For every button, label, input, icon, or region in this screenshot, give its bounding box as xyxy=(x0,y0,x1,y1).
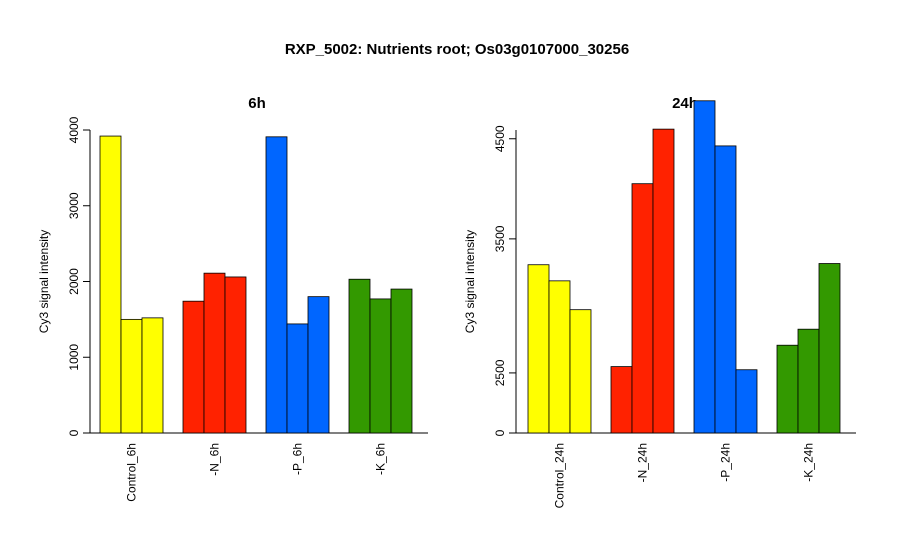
panel-title: 24h xyxy=(672,95,698,112)
bar xyxy=(286,323,309,434)
panel-6h: 6h 0 1000 2000 3000 4000 Cy3 signal intensity C… xyxy=(37,95,428,502)
y-tick-label: 0 xyxy=(67,429,81,436)
bar xyxy=(548,280,571,434)
bar xyxy=(569,309,592,434)
bar xyxy=(99,135,122,434)
x-tick-label: -N_24h xyxy=(636,443,650,482)
x-tick-label: -K_6h xyxy=(374,443,388,475)
y-tick-label: 4000 xyxy=(67,116,81,143)
bar xyxy=(735,369,758,434)
bar xyxy=(141,317,164,434)
bar xyxy=(631,183,654,434)
bar xyxy=(369,298,392,434)
x-tick-label: -N_6h xyxy=(208,443,222,476)
y-tick-label: 2500 xyxy=(493,359,507,386)
y-axis-label: Cy3 signal intensity xyxy=(37,230,51,333)
bar xyxy=(797,328,820,434)
bar xyxy=(818,263,841,434)
bar xyxy=(390,288,413,434)
bar xyxy=(610,366,633,434)
y-tick-label: 4500 xyxy=(493,125,507,152)
x-tick-label: -P_24h xyxy=(719,443,733,482)
bar xyxy=(693,100,716,434)
y-tick-label: 2000 xyxy=(67,268,81,295)
y-tick-label: 3500 xyxy=(493,225,507,252)
y-axis-label: Cy3 signal intensity xyxy=(463,230,477,333)
bar xyxy=(307,296,330,434)
y-tick-label: 3000 xyxy=(67,192,81,219)
chart-main-title: RXP_5002: Nutrients root; Os03g0107000_3… xyxy=(285,41,629,58)
panel-title: 6h xyxy=(248,95,266,112)
x-tick-label: -K_24h xyxy=(802,443,816,482)
bar xyxy=(224,276,247,434)
bar xyxy=(348,278,371,434)
x-tick-label: -P_6h xyxy=(291,443,305,475)
y-tick-label: 1000 xyxy=(67,344,81,371)
bar xyxy=(652,128,675,434)
panel-24h: 24h 0 2500 3500 4500 Cy3 signal intensity Cont… xyxy=(463,95,856,508)
bar xyxy=(182,300,205,434)
bar xyxy=(120,318,143,434)
bar xyxy=(527,264,550,434)
y-tick-label: 0 xyxy=(493,429,507,436)
bar xyxy=(714,145,737,434)
x-tick-label: Control_24h xyxy=(553,443,567,508)
bar xyxy=(203,272,226,434)
x-tick-label: Control_6h xyxy=(125,443,139,502)
bar xyxy=(776,344,799,434)
bar xyxy=(265,136,288,434)
